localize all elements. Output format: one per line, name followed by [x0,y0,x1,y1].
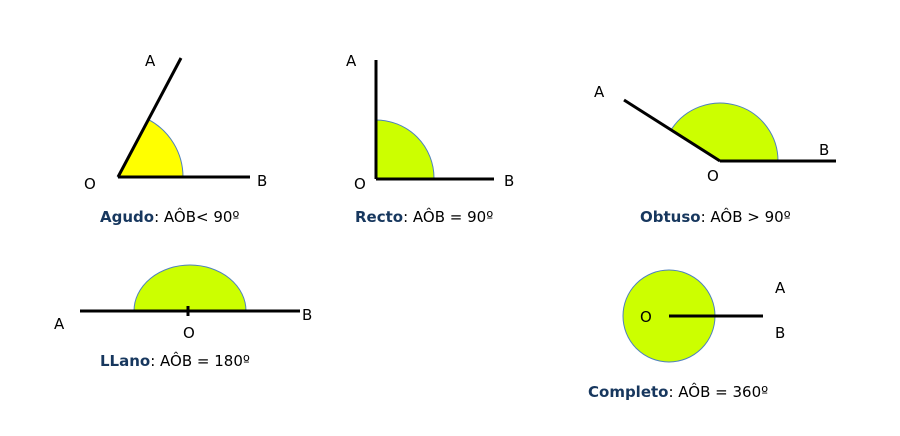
angle-formula: : AÔB = 180º [150,351,250,370]
angle-formula: : AÔB > 90º [701,207,791,226]
point-label: B [504,172,514,190]
angle-formula: : AÔB = 90º [403,207,493,226]
angle-sector [375,119,435,179]
straight-angle: A O B LLano: AÔB = 180º [54,264,312,370]
caption: Recto: AÔB = 90º [355,207,493,226]
point-label: B [257,172,267,190]
point-label: A [775,279,786,297]
caption: Obtuso: AÔB > 90º [640,207,791,226]
right-angle: A O B Recto: AÔB = 90º [346,52,514,226]
point-label: B [302,306,312,324]
point-label: A [594,83,605,101]
angle-name: Agudo [100,208,154,226]
point-label: B [775,324,785,342]
obtuse-angle: A O B Obtuso: AÔB > 90º [594,83,836,226]
ray-oa [623,98,721,163]
caption: Completo: AÔB = 360º [588,382,768,401]
angle-name: Recto [355,208,403,226]
point-label: A [346,52,357,70]
angle-name: Completo [588,383,668,401]
acute-angle: A O B Agudo: AÔB< 90º [84,52,267,226]
point-label: A [54,315,65,333]
point-label: A [145,52,156,70]
angle-sector [670,102,779,162]
angle-name: Obtuso [640,208,701,226]
point-label: B [819,141,829,159]
point-label: O [354,175,366,193]
angle-sector [117,118,184,178]
full-angle: A O B Completo: AÔB = 360º [588,269,786,401]
point-label: O [707,167,719,185]
caption: Agudo: AÔB< 90º [100,207,240,226]
point-label: O [183,324,195,342]
caption: LLano: AÔB = 180º [100,351,250,370]
angle-name: LLano [100,352,150,370]
point-label: O [640,308,652,326]
angle-formula: : AÔB< 90º [154,207,239,226]
angle-formula: : AÔB = 360º [668,382,768,401]
ray-oa [116,57,183,178]
point-label: O [84,175,96,193]
angle-sector [133,264,247,312]
